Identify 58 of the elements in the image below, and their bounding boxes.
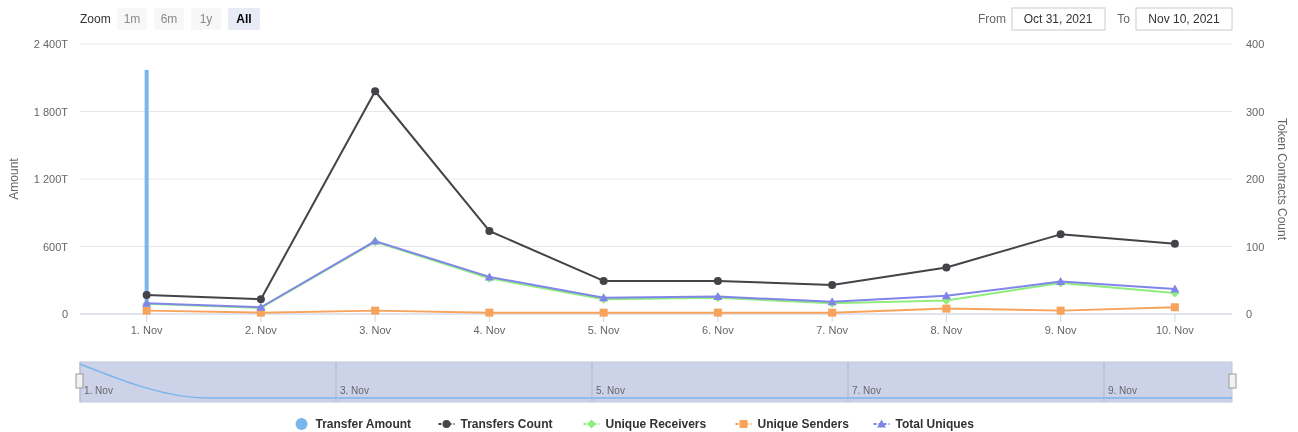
point [142, 291, 151, 300]
text: To [1117, 12, 1131, 26]
point [599, 308, 608, 317]
point [485, 308, 494, 317]
point [599, 276, 608, 285]
point [1056, 306, 1065, 315]
x-tick-label: 7. Nov [816, 324, 849, 336]
zoom-button: 6m [154, 8, 184, 30]
zoom-button: All [228, 8, 260, 30]
zoom-button: 1m [117, 8, 147, 30]
zoom-button: 1y [191, 8, 221, 30]
y-tick-label: 1 200T [33, 173, 69, 185]
y-tick-label: 2 400T [33, 38, 69, 50]
x-tick-label: 3. Nov [359, 324, 392, 336]
y-tick-label: 1 800T [33, 105, 69, 118]
legend-label: Total Uniques [895, 417, 975, 431]
point [1170, 239, 1179, 248]
x-tick-label: 6. Nov [701, 324, 735, 336]
x-tick-label: 10. Nov [1155, 324, 1195, 336]
date-input: Nov 10, 2021 [1135, 7, 1233, 31]
legend-label: Unique Senders [757, 417, 850, 431]
y2-tick-label: 0 [1246, 308, 1253, 320]
x-tick-label: 8. Nov [930, 324, 963, 336]
point [371, 87, 380, 96]
point [371, 306, 380, 315]
x-tick-label: 2. Nov [244, 324, 278, 336]
point [142, 306, 151, 315]
y2-tick-label: 300 [1246, 105, 1265, 118]
y-tick-label: 0 [61, 308, 68, 320]
y2-tick-label: 400 [1246, 38, 1265, 50]
point [1170, 284, 1180, 293]
point [942, 304, 951, 313]
y2-tick-label: 200 [1246, 173, 1265, 185]
point [1170, 303, 1179, 312]
point [485, 226, 494, 235]
point [1056, 230, 1065, 239]
date-input: Oct 31, 2021 [1011, 7, 1106, 31]
point [942, 263, 951, 272]
text: From [978, 12, 1006, 26]
legend-label: Transfer Amount [315, 417, 412, 431]
x-tick-label: 1. Nov [130, 324, 164, 336]
point [713, 308, 722, 317]
y-axis-title: Amount [7, 157, 21, 200]
legend-label: Transfers Count [460, 417, 553, 431]
navigator: 1. Nov 3. Nov 5. Nov 7. Nov 9. Nov [75, 361, 1237, 403]
point [828, 308, 837, 317]
point [256, 295, 265, 304]
y2-tick-label: 100 [1246, 240, 1265, 253]
legend-label: Unique Receivers [605, 417, 707, 431]
x-tick-label: 9. Nov [1044, 324, 1078, 336]
x-tick-label: 4. Nov [473, 324, 506, 336]
point [713, 276, 722, 285]
y-tick-label: 600T [42, 240, 69, 253]
point [941, 291, 951, 300]
point [828, 280, 837, 289]
y2-axis-title: Token Contracts Count [1275, 117, 1289, 241]
text: Zoom [80, 12, 111, 26]
x-tick-label: 5. Nov [587, 324, 621, 336]
